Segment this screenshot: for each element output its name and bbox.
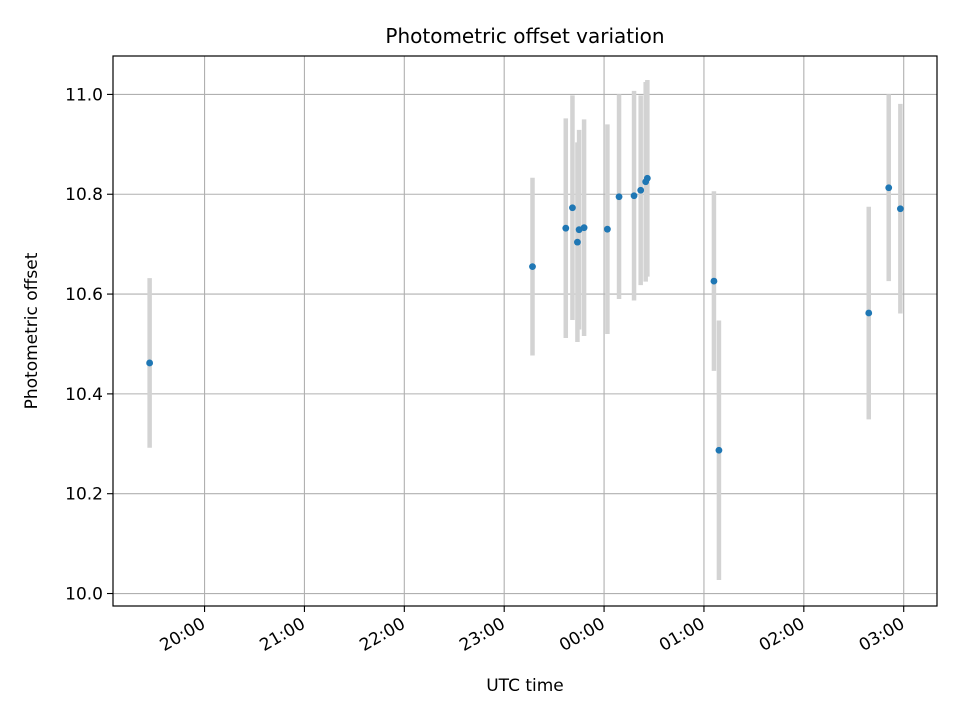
- data-point: [715, 446, 723, 454]
- y-axis-ticks: 10.0 10.2 10.4 10.6 10.8 11.0: [65, 85, 113, 605]
- data-point: [604, 225, 611, 233]
- y-axis-title: Photometric offset: [22, 252, 42, 409]
- data-point: [574, 238, 581, 246]
- data-point: [562, 224, 570, 232]
- y-tick-label: 10.0: [65, 585, 103, 605]
- data-point: [637, 186, 645, 194]
- data-point: [630, 192, 638, 200]
- data-point: [580, 224, 588, 232]
- data-point: [615, 193, 623, 201]
- data-points: [146, 174, 904, 454]
- y-tick-label: 10.2: [65, 485, 103, 505]
- data-point: [529, 263, 536, 271]
- data-point: [710, 277, 718, 285]
- data-point: [865, 309, 873, 317]
- chart-title: Photometric offset variation: [385, 24, 664, 48]
- data-point: [569, 204, 576, 212]
- plot-area-frame: [112, 55, 938, 607]
- x-axis-title: UTC time: [486, 676, 564, 696]
- y-tick-label: 11.0: [65, 85, 103, 105]
- y-tick-label: 10.8: [65, 185, 103, 205]
- data-point: [896, 205, 904, 213]
- y-tick-label: 10.4: [65, 385, 103, 405]
- grid: [113, 56, 937, 606]
- data-point: [643, 174, 651, 182]
- data-point: [885, 184, 893, 192]
- data-point: [146, 359, 154, 367]
- y-tick-label: 10.6: [65, 285, 103, 305]
